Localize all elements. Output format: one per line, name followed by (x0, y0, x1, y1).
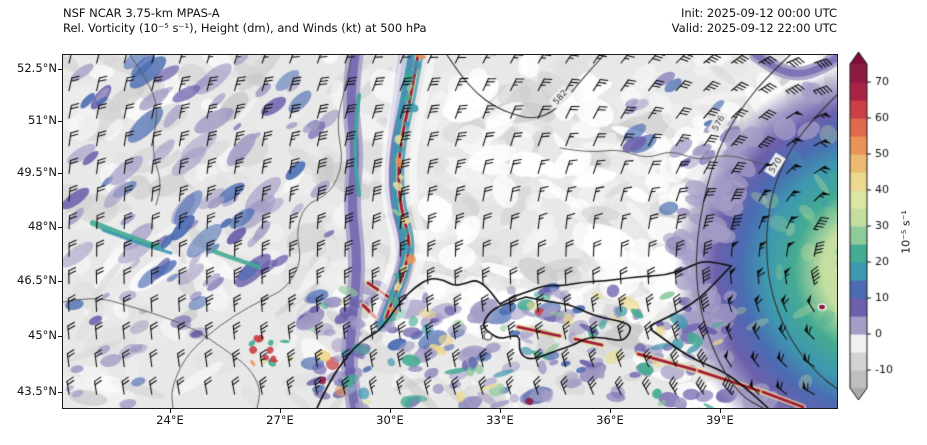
x-tick (280, 409, 281, 413)
y-tick-label: 48°N (28, 219, 57, 233)
y-tick (58, 227, 62, 228)
x-tick (610, 409, 611, 413)
y-tick (58, 69, 62, 70)
x-tick-label: 30°E (376, 413, 404, 427)
x-tick-label: 24°E (156, 413, 184, 427)
y-tick-label: 43.5°N (17, 384, 57, 398)
x-tick-label: 39°E (706, 413, 734, 427)
time-block: Init: 2025-09-12 00:00 UTC Valid: 2025-0… (672, 6, 837, 36)
title-block: NSF NCAR 3.75-km MPAS-A Rel. Vorticity (… (63, 6, 427, 36)
y-tick-label: 52.5°N (17, 61, 57, 75)
colorbar (842, 30, 922, 410)
x-tick (170, 409, 171, 413)
x-tick-label: 36°E (596, 413, 624, 427)
y-tick (58, 392, 62, 393)
x-tick (390, 409, 391, 413)
y-tick-label: 51°N (28, 113, 57, 127)
x-tick-label: 27°E (266, 413, 294, 427)
y-tick (58, 336, 62, 337)
y-tick (58, 281, 62, 282)
map-plot (62, 54, 838, 409)
colorbar-unit-label: 10⁻⁵ s⁻¹ (899, 210, 913, 254)
x-tick (720, 409, 721, 413)
y-tick (58, 121, 62, 122)
valid-time: Valid: 2025-09-12 22:00 UTC (671, 21, 837, 35)
init-time: Init: 2025-09-12 00:00 UTC (681, 6, 837, 20)
x-tick-label: 33°E (486, 413, 514, 427)
y-tick-label: 49.5°N (17, 165, 57, 179)
x-tick (500, 409, 501, 413)
field-title: Rel. Vorticity (10⁻⁵ s⁻¹), Height (dm), … (63, 21, 427, 35)
y-tick (58, 173, 62, 174)
model-title: NSF NCAR 3.75-km MPAS-A (63, 6, 220, 20)
y-tick-label: 46.5°N (17, 273, 57, 287)
y-tick-label: 45°N (28, 328, 57, 342)
vorticity-map-canvas (63, 55, 837, 408)
